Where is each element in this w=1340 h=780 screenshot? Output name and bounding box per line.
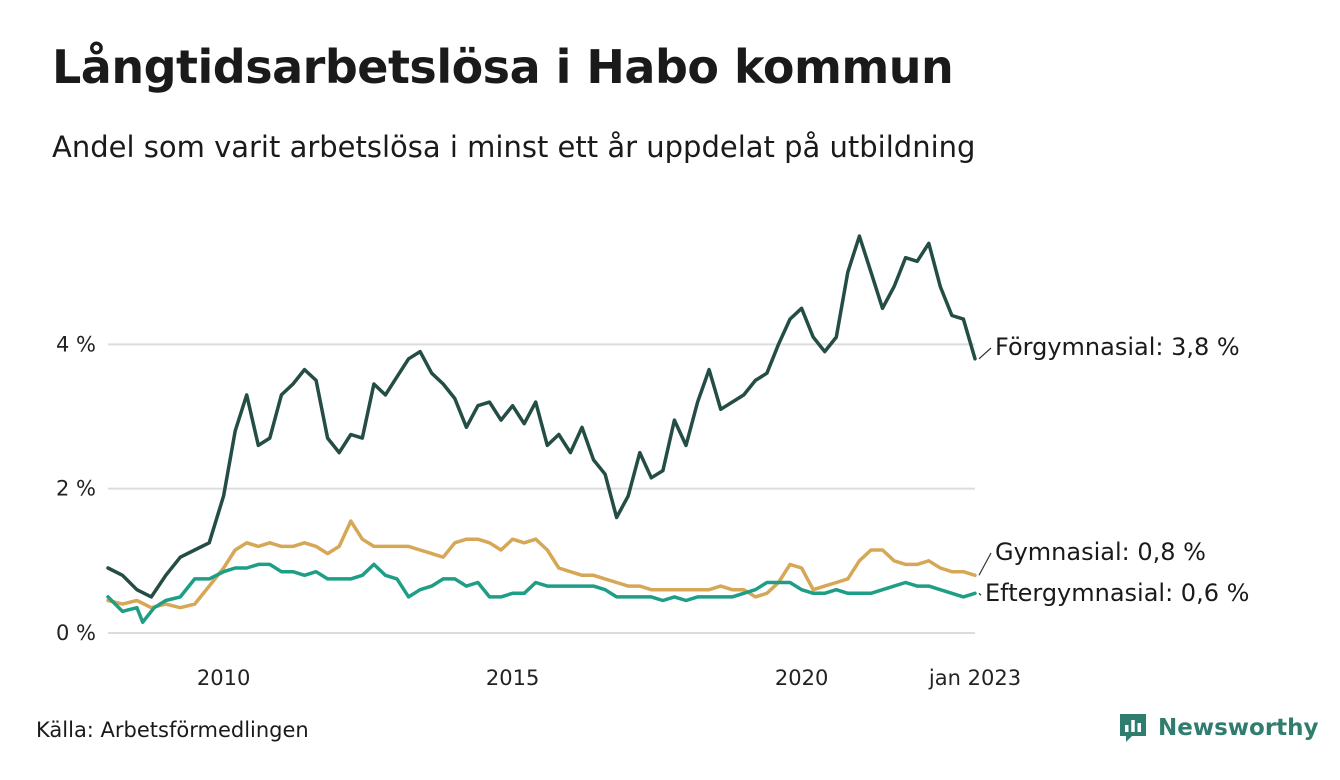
chart-title: Långtidsarbetslösa i Habo kommun (52, 40, 954, 94)
series-line-gymnasial (106, 519, 977, 610)
series-end-label: Eftergymnasial: 0,6 % (985, 579, 1249, 607)
series-end-labels: Förgymnasial: 3,8 % Gymnasial: 0,8 % Efter… (978, 333, 1249, 607)
brand-logo[interactable]: Newsworthy (1118, 712, 1319, 744)
label-leader-line (978, 347, 992, 360)
series-line-eftergymnasial (106, 562, 977, 624)
x-axis-ticks: 2010 2015 2020 jan 2023 (197, 666, 1021, 690)
label-leader-line (978, 552, 992, 576)
series-end-label: Gymnasial: 0,8 % (995, 538, 1206, 566)
series-lines (106, 234, 977, 624)
x-tick-label: 2015 (486, 666, 539, 690)
newsworthy-logo-icon (1120, 714, 1146, 742)
x-tick-label: jan 2023 (928, 666, 1021, 690)
y-tick-label: 4 % (56, 332, 96, 356)
chart-subtitle: Andel som varit arbetslösa i minst ett å… (52, 130, 976, 164)
series-end-label: Förgymnasial: 3,8 % (995, 333, 1240, 361)
brand-name: Newsworthy (1158, 715, 1319, 741)
label-leader-line (978, 592, 982, 596)
gridlines (108, 343, 975, 634)
y-tick-label: 0 % (56, 621, 96, 645)
y-tick-label: 2 % (56, 477, 96, 501)
series-line-förgymnasial (106, 234, 977, 599)
x-tick-label: 2020 (775, 666, 828, 690)
y-axis-ticks: 0 % 2 % 4 % (56, 332, 96, 645)
x-tick-label: 2010 (197, 666, 250, 690)
source-note: Källa: Arbetsförmedlingen (36, 718, 309, 742)
